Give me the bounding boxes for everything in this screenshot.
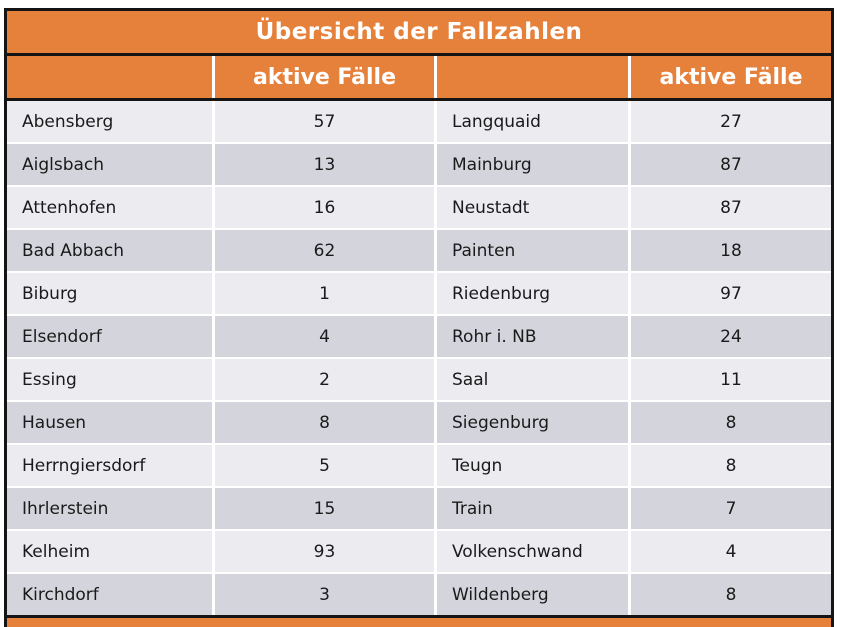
table-header-row: aktive Fälle aktive Fälle <box>7 56 831 98</box>
table-body: Abensberg 57 Langquaid 27 Aiglsbach 13 Mainbur… <box>7 101 831 615</box>
municipality-name-cell: Saal <box>437 359 628 400</box>
active-cases-value-cell: 4 <box>215 316 434 357</box>
municipality-name-cell: Rohr i. NB <box>437 316 628 357</box>
municipality-name-cell: Biburg <box>7 273 212 314</box>
active-cases-value-cell: 16 <box>215 187 434 228</box>
municipality-name-cell: Essing <box>7 359 212 400</box>
municipality-name-cell: Kelheim <box>7 531 212 572</box>
municipality-name-cell: Siegenburg <box>437 402 628 443</box>
municipality-name-cell: Riedenburg <box>437 273 628 314</box>
active-cases-value-cell: 97 <box>631 273 831 314</box>
active-cases-value-cell: 2 <box>215 359 434 400</box>
active-cases-value-cell: 27 <box>631 101 831 142</box>
municipality-name-cell: Attenhofen <box>7 187 212 228</box>
footer-strip <box>7 618 831 627</box>
municipality-name-cell: Aiglsbach <box>7 144 212 185</box>
active-cases-value-cell: 3 <box>215 574 434 615</box>
municipality-name-cell: Abensberg <box>7 101 212 142</box>
municipality-name-cell: Bad Abbach <box>7 230 212 271</box>
active-cases-value-cell: 11 <box>631 359 831 400</box>
active-cases-value-cell: 1 <box>215 273 434 314</box>
body-footer-divider <box>7 615 831 618</box>
municipality-name-cell: Herrngiersdorf <box>7 445 212 486</box>
active-cases-value-cell: 87 <box>631 187 831 228</box>
table-title: Übersicht der Fallzahlen <box>7 11 831 53</box>
active-cases-value-cell: 87 <box>631 144 831 185</box>
active-cases-value-cell: 62 <box>215 230 434 271</box>
header-cell-empty-right <box>437 56 628 98</box>
active-cases-value-cell: 93 <box>215 531 434 572</box>
active-cases-value-cell: 13 <box>215 144 434 185</box>
municipality-name-cell: Langquaid <box>437 101 628 142</box>
municipality-name-cell: Hausen <box>7 402 212 443</box>
header-cell-aktive-faelle-left: aktive Fälle <box>215 56 434 98</box>
active-cases-value-cell: 8 <box>631 402 831 443</box>
municipality-name-cell: Ihrlerstein <box>7 488 212 529</box>
municipality-name-cell: Painten <box>437 230 628 271</box>
active-cases-value-cell: 8 <box>631 574 831 615</box>
municipality-name-cell: Mainburg <box>437 144 628 185</box>
active-cases-value-cell: 57 <box>215 101 434 142</box>
header-cell-aktive-faelle-right: aktive Fälle <box>631 56 831 98</box>
municipality-name-cell: Kirchdorf <box>7 574 212 615</box>
municipality-name-cell: Train <box>437 488 628 529</box>
active-cases-value-cell: 5 <box>215 445 434 486</box>
active-cases-value-cell: 24 <box>631 316 831 357</box>
municipality-name-cell: Volkenschwand <box>437 531 628 572</box>
municipality-name-cell: Elsendorf <box>7 316 212 357</box>
header-body-divider <box>7 98 831 101</box>
active-cases-value-cell: 4 <box>631 531 831 572</box>
title-header-divider <box>7 53 831 56</box>
active-cases-value-cell: 18 <box>631 230 831 271</box>
municipality-name-cell: Wildenberg <box>437 574 628 615</box>
fallzahlen-table: Übersicht der Fallzahlen aktive Fälle ak… <box>4 8 834 627</box>
municipality-name-cell: Teugn <box>437 445 628 486</box>
active-cases-value-cell: 7 <box>631 488 831 529</box>
active-cases-value-cell: 8 <box>215 402 434 443</box>
header-cell-empty-left <box>7 56 212 98</box>
active-cases-value-cell: 8 <box>631 445 831 486</box>
active-cases-value-cell: 15 <box>215 488 434 529</box>
municipality-name-cell: Neustadt <box>437 187 628 228</box>
